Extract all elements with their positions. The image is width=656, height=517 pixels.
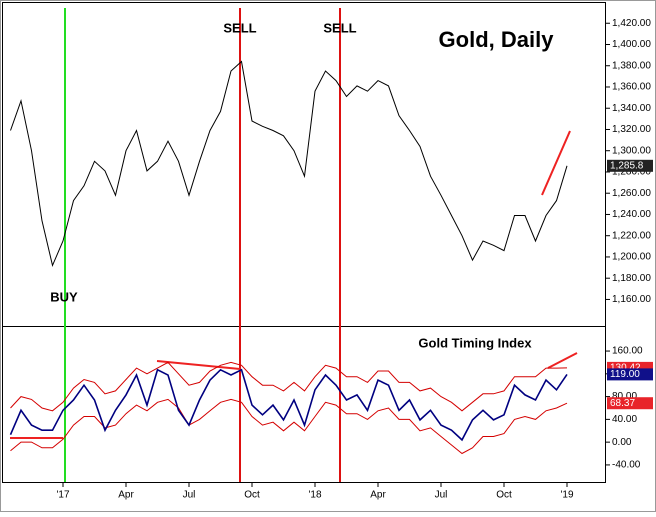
- value-label: 130.42: [610, 363, 641, 374]
- plot-border: [2, 2, 606, 483]
- chart-title: Gold, Daily: [439, 27, 555, 52]
- y-tick-label: 1,400.00: [612, 39, 651, 50]
- y-tick-label: 160.00: [612, 346, 643, 357]
- y-tick-label: 0.00: [612, 437, 632, 448]
- y-tick-label: 1,300.00: [612, 145, 651, 156]
- x-tick-label: Jul: [183, 490, 196, 501]
- y-tick-label: 1,280.00: [612, 167, 651, 178]
- trend-line: [541, 130, 571, 196]
- value-label-box: [607, 159, 653, 172]
- series-line: [10, 361, 568, 412]
- y-tick-label: 40.00: [612, 414, 637, 425]
- x-tick-label: Jul: [435, 490, 448, 501]
- x-tick-label: '18: [308, 490, 321, 501]
- y-tick-label: 1,340.00: [612, 103, 651, 114]
- trend-line: [156, 360, 241, 370]
- value-label-box: [607, 368, 653, 381]
- value-label: 119.00: [610, 369, 640, 380]
- y-tick-label: 1,160.00: [612, 294, 651, 305]
- x-tick-label: '17: [56, 490, 69, 501]
- x-tick-label: Apr: [370, 490, 386, 501]
- value-label: 1,285.8: [610, 160, 644, 171]
- annotation: BUY: [50, 289, 78, 304]
- panel-title: Gold Timing Index: [418, 335, 532, 350]
- y-tick-label: 1,200.00: [612, 252, 651, 263]
- x-tick-label: Apr: [118, 490, 134, 501]
- value-label-box: [607, 397, 653, 410]
- x-tick-label: Oct: [244, 490, 260, 501]
- y-tick-label: 1,360.00: [612, 82, 651, 93]
- y-tick-label: 1,320.00: [612, 124, 651, 135]
- x-tick-label: '19: [560, 490, 573, 501]
- trend-line: [547, 352, 578, 369]
- x-tick-label: Oct: [496, 490, 512, 501]
- series-line: [10, 60, 568, 267]
- annotation: SELL: [323, 20, 356, 35]
- y-tick-label: 1,220.00: [612, 230, 651, 241]
- y-tick-label: 1,420.00: [612, 18, 651, 29]
- y-tick-label: 1,180.00: [612, 273, 651, 284]
- annotation: SELL: [223, 20, 256, 35]
- value-label: 68.37: [610, 398, 635, 409]
- y-tick-label: 1,380.00: [612, 60, 651, 71]
- y-tick-label: -40.00: [612, 460, 641, 471]
- series-line: [9, 368, 568, 442]
- y-tick-label: 1,240.00: [612, 209, 651, 220]
- y-tick-label: 80.00: [612, 391, 637, 402]
- y-tick-label: 1,260.00: [612, 188, 651, 199]
